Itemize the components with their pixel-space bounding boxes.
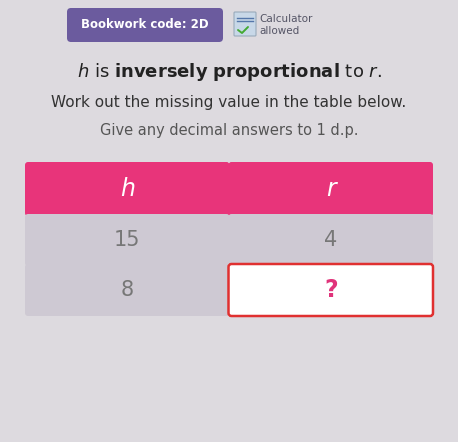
Text: Give any decimal answers to 1 d.p.: Give any decimal answers to 1 d.p. (100, 122, 358, 137)
FancyBboxPatch shape (234, 12, 256, 36)
FancyBboxPatch shape (67, 8, 223, 42)
FancyBboxPatch shape (229, 162, 433, 216)
Text: 4: 4 (324, 230, 338, 250)
Text: ?: ? (324, 278, 338, 302)
FancyBboxPatch shape (25, 214, 229, 266)
FancyBboxPatch shape (229, 264, 433, 316)
Text: 8: 8 (121, 280, 134, 300)
Text: Bookwork code: 2D: Bookwork code: 2D (81, 19, 209, 31)
FancyBboxPatch shape (25, 162, 229, 216)
Text: Work out the missing value in the table below.: Work out the missing value in the table … (51, 95, 407, 110)
Text: r: r (326, 177, 336, 201)
Text: Calculator
allowed: Calculator allowed (259, 14, 312, 36)
FancyBboxPatch shape (229, 214, 433, 266)
Text: 15: 15 (114, 230, 141, 250)
Text: $\it{h}$ is $\bf{inversely\ proportional}$ to $\it{r}$.: $\it{h}$ is $\bf{inversely\ proportional… (76, 61, 382, 83)
Text: h: h (120, 177, 135, 201)
FancyBboxPatch shape (25, 264, 229, 316)
